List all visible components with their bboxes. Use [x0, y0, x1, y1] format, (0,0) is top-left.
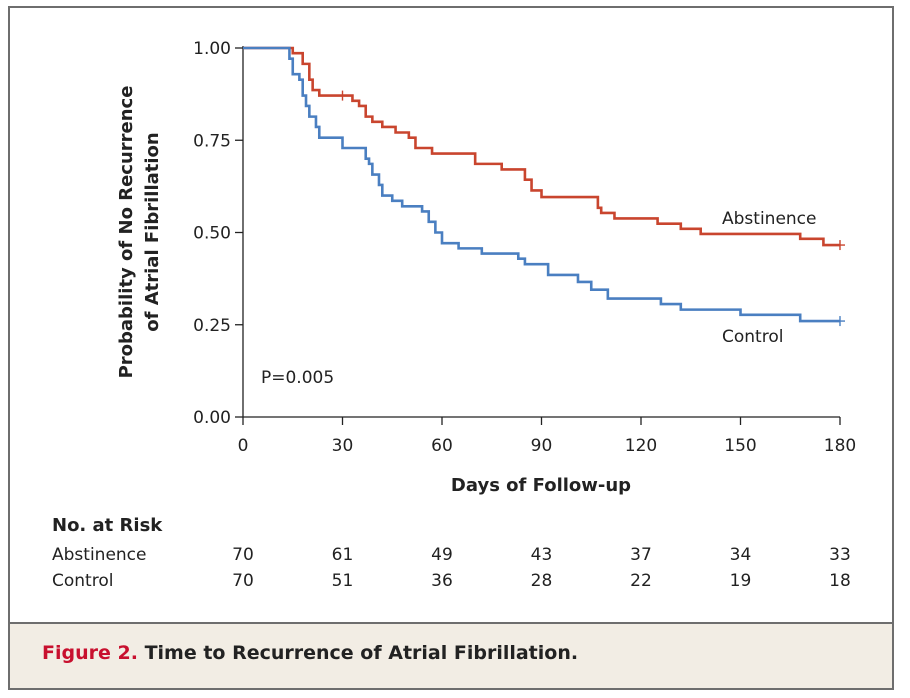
risk-value-abstinence: 37: [630, 545, 652, 565]
y-tick-label: 0.75: [193, 131, 231, 151]
risk-value-abstinence: 43: [531, 545, 553, 565]
risk-value-control: 22: [630, 571, 652, 591]
series-line-abstinence: [243, 46, 840, 247]
series-line-control: [243, 46, 840, 323]
p-value-annotation: P=0.005: [261, 368, 334, 388]
km-chart: 0.00 0.25 0.50 0.75 1.00 0 30 60 90 120 150 180 Pro…: [52, 39, 856, 591]
figure-label: Figure 2.: [42, 642, 138, 664]
x-tick-label: 30: [332, 436, 354, 456]
x-tick-label: 60: [431, 436, 453, 456]
risk-table-title: No. at Risk: [52, 515, 163, 536]
x-tick-label: 180: [824, 436, 856, 456]
risk-value-abstinence: 33: [829, 545, 851, 565]
y-tick-label: 0.50: [193, 224, 231, 244]
series-label-control: Control: [722, 327, 783, 347]
y-tick-label: 0.00: [193, 408, 231, 428]
series-layer: [243, 46, 845, 327]
risk-row-control-name: Control: [52, 571, 113, 591]
y-axis-title-line2: of Atrial Fibrillation: [142, 132, 163, 331]
x-tick-label: 150: [724, 436, 756, 456]
x-tick-label: 90: [531, 436, 553, 456]
y-axis-title-line1: Probability of No Recurrence: [116, 86, 137, 379]
risk-value-control: 70: [232, 571, 254, 591]
risk-row-abstinence-name: Abstinence: [52, 545, 146, 565]
risk-value-abstinence: 70: [232, 545, 254, 565]
y-tick-label: 0.25: [193, 316, 231, 336]
figure-caption: Figure 2. Time to Recurrence of Atrial F…: [42, 642, 578, 664]
figure-frame: Figure 2. Time to Recurrence of Atrial F…: [8, 6, 894, 690]
y-tick-label: 1.00: [193, 39, 231, 59]
risk-value-control: 28: [531, 571, 553, 591]
risk-value-control: 36: [431, 571, 453, 591]
figure-title: Time to Recurrence of Atrial Fibrillatio…: [144, 642, 579, 664]
x-axis-title: Days of Follow-up: [451, 475, 631, 496]
risk-value-control: 18: [829, 571, 851, 591]
series-label-abstinence: Abstinence: [722, 209, 816, 229]
risk-value-abstinence: 61: [332, 545, 354, 565]
x-tick-label: 0: [238, 436, 249, 456]
axes-layer: 0.00 0.25 0.50 0.75 1.00 0 30 60 90 120 150 180: [193, 39, 856, 456]
risk-values: 70 61 49 43 37 34 33 70 51 36 28 22 19 18: [232, 545, 851, 591]
risk-value-abstinence: 34: [730, 545, 752, 565]
x-tick-label: 120: [625, 436, 657, 456]
risk-value-control: 51: [332, 571, 354, 591]
caption-band: Figure 2. Time to Recurrence of Atrial F…: [10, 622, 892, 688]
risk-value-abstinence: 49: [431, 545, 453, 565]
risk-value-control: 19: [730, 571, 752, 591]
